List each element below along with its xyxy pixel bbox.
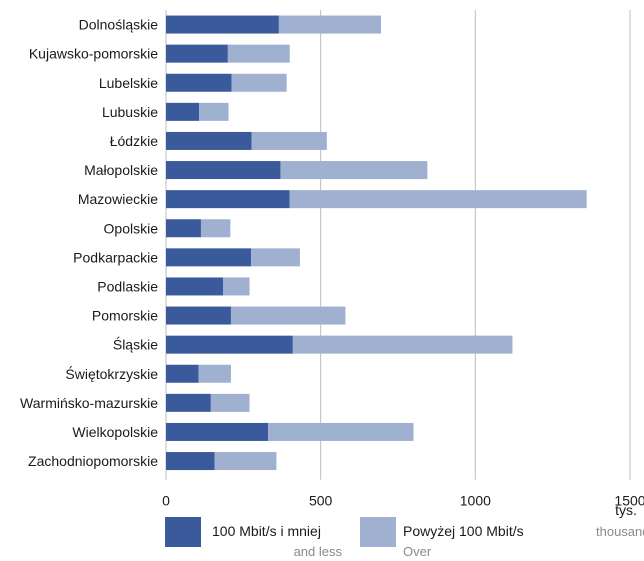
bar-1-15	[166, 452, 215, 471]
bar-1-4	[166, 131, 252, 150]
bar-2-3	[199, 102, 229, 121]
bar-1-3	[166, 102, 200, 121]
x-tick-label: 1500	[614, 493, 644, 509]
category-label: Pomorskie	[92, 308, 158, 324]
legend-swatch-series-2	[360, 517, 396, 547]
x-tick-label: 500	[309, 493, 333, 509]
bar-1-7	[166, 219, 201, 238]
category-label: Zachodniopomorskie	[28, 453, 158, 469]
bar-2-7	[200, 219, 231, 238]
bar-2-8	[251, 248, 300, 267]
category-label: Łódzkie	[110, 133, 158, 149]
bar-1-5	[166, 161, 281, 180]
category-label: Lubelskie	[99, 75, 158, 91]
bar-2-11	[292, 335, 513, 354]
bar-2-9	[223, 277, 250, 296]
bar-2-12	[198, 364, 231, 383]
bar-2-1	[227, 44, 290, 63]
x-tick-label: 0	[162, 493, 170, 509]
category-label: Świętokrzyskie	[65, 365, 158, 382]
bar-2-2	[231, 73, 287, 92]
bar-1-10	[166, 306, 231, 325]
legend-label-series-2: Powyżej 100 Mbit/s	[403, 523, 524, 539]
bar-1-0	[166, 15, 279, 34]
bar-1-12	[166, 364, 199, 383]
bar-1-6	[166, 190, 290, 209]
legend-label-series-1: 100 Mbit/s i mniej	[212, 523, 321, 539]
bar-2-0	[278, 15, 381, 34]
category-label: Lubuskie	[102, 104, 158, 120]
category-label: Wielkopolskie	[72, 424, 158, 440]
x-unit-label: tys.	[615, 502, 637, 518]
category-label: Podkarpackie	[73, 249, 158, 265]
bar-1-14	[166, 422, 269, 441]
category-label: Dolnośląskie	[79, 17, 159, 33]
bar-2-4	[251, 131, 327, 150]
bar-1-8	[166, 248, 252, 267]
category-label: Opolskie	[104, 220, 159, 236]
category-label: Kujawsko-pomorskie	[29, 46, 158, 62]
category-label: Mazowieckie	[78, 191, 158, 207]
bar-1-9	[166, 277, 224, 296]
legend-sublabel-series-1: and less	[294, 544, 343, 559]
bar-1-11	[166, 335, 293, 354]
bars	[166, 15, 587, 471]
bar-1-13	[166, 393, 211, 412]
category-label: Małopolskie	[84, 162, 158, 178]
legend: 100 Mbit/s i mniej and less Powyżej 100 …	[165, 517, 524, 559]
category-labels: Dolnośląskie Kujawsko-pomorskie Lubelskie L…	[20, 17, 159, 469]
category-label: Śląskie	[113, 336, 158, 353]
x-tick-labels: 0 500 1000 1500	[162, 493, 644, 509]
category-label: Warmińsko-mazurskie	[20, 395, 158, 411]
bar-2-10	[230, 306, 346, 325]
bar-2-5	[280, 161, 428, 180]
x-tick-label: 1000	[460, 493, 491, 509]
bar-2-14	[268, 422, 414, 441]
bar-2-6	[289, 190, 587, 209]
x-unit-sublabel: thousands	[596, 524, 644, 539]
bar-1-2	[166, 73, 232, 92]
bar-1-1	[166, 44, 228, 63]
bar-2-15	[214, 452, 277, 471]
bar-2-13	[210, 393, 250, 412]
category-label: Podlaskie	[97, 278, 158, 294]
legend-sublabel-series-2: Over	[403, 544, 432, 559]
legend-swatch-series-1	[165, 517, 201, 547]
